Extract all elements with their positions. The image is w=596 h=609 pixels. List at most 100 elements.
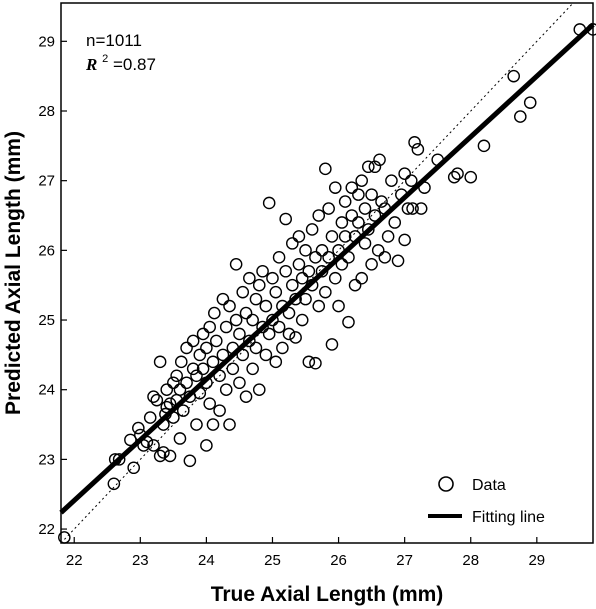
- data-point: [210, 334, 223, 348]
- data-point: [153, 449, 167, 463]
- data-point: [186, 362, 200, 376]
- data-point: [292, 230, 306, 243]
- legend-label-fit: Fitting line: [472, 509, 545, 526]
- x-tick-label: 28: [462, 552, 479, 569]
- data-point: [368, 209, 382, 222]
- data-point: [124, 433, 137, 447]
- data-point: [335, 216, 349, 229]
- data-point: [226, 362, 240, 376]
- data-point: [305, 223, 319, 236]
- y-tick-label: 26: [38, 242, 55, 259]
- legend-label-data: Data: [472, 477, 506, 494]
- data-point: [381, 230, 395, 243]
- fitting-line-path: [59, 22, 595, 515]
- data-point: [325, 338, 339, 351]
- data-point: [269, 355, 283, 369]
- data-point: [132, 421, 145, 435]
- data-point: [388, 216, 402, 229]
- data-point: [322, 202, 335, 215]
- data-point: [229, 313, 243, 327]
- data-point: [345, 181, 359, 194]
- data-point: [272, 251, 286, 264]
- data-point: [398, 233, 411, 247]
- data-point: [338, 230, 352, 243]
- data-point: [170, 369, 183, 383]
- legend-marker-data: [438, 476, 454, 492]
- data-point: [163, 449, 177, 463]
- y-tick-label: 28: [38, 103, 55, 120]
- data-point: [352, 216, 365, 229]
- n-annotation: n=1011: [86, 31, 142, 50]
- data-point: [143, 411, 157, 424]
- data-point: [507, 69, 520, 83]
- y-axis-ticks: 22 23 24 25 26 27 28 29: [38, 33, 67, 538]
- data-point: [112, 453, 126, 466]
- data-point: [190, 418, 203, 431]
- data-point: [371, 244, 385, 257]
- data-point: [279, 264, 292, 278]
- x-tick-label: 24: [198, 552, 215, 569]
- legend: Data Fitting line: [428, 476, 545, 526]
- data-point: [233, 376, 246, 390]
- data-point: [203, 320, 216, 334]
- data-point: [160, 383, 174, 397]
- r2-annotation: R 2 =0.87: [85, 47, 156, 74]
- data-point: [249, 341, 263, 355]
- data-point: [216, 348, 230, 362]
- data-point: [286, 278, 299, 292]
- data-point: [183, 454, 197, 468]
- data-point: [269, 285, 283, 299]
- data-point: [173, 432, 187, 445]
- data-points: [58, 23, 596, 544]
- data-point: [319, 285, 332, 299]
- data-point: [107, 477, 121, 491]
- x-tick-label: 26: [330, 552, 347, 569]
- data-point: [279, 212, 292, 226]
- data-point: [451, 167, 464, 181]
- data-point: [292, 257, 306, 271]
- data-point: [180, 376, 193, 390]
- data-point: [322, 251, 335, 264]
- data-point: [368, 160, 382, 174]
- data-point: [173, 383, 187, 397]
- data-point: [523, 96, 537, 109]
- data-point: [358, 202, 372, 215]
- data-point: [259, 299, 273, 313]
- data-point: [262, 327, 276, 341]
- x-tick-label: 29: [528, 552, 545, 569]
- data-point: [362, 223, 375, 236]
- r2-symbol: R: [85, 55, 97, 74]
- plot-frame: [60, 2, 594, 544]
- data-point: [266, 313, 279, 327]
- data-point: [373, 153, 386, 167]
- data-point: [328, 271, 342, 285]
- data-point: [150, 393, 164, 407]
- data-point: [477, 139, 491, 153]
- data-point: [282, 306, 296, 320]
- data-point: [406, 202, 419, 215]
- data-point: [252, 278, 266, 292]
- data-point: [365, 188, 378, 201]
- data-point: [249, 292, 263, 306]
- data-point: [243, 271, 256, 285]
- data-point: [147, 390, 160, 403]
- data-point: [365, 257, 378, 271]
- x-tick-label: 25: [264, 552, 281, 569]
- data-point: [338, 195, 352, 208]
- data-point: [272, 320, 286, 334]
- data-point: [378, 251, 392, 264]
- data-point: [223, 418, 236, 431]
- data-point: [203, 397, 216, 410]
- data-point: [193, 348, 207, 362]
- data-point: [259, 348, 273, 362]
- data-point: [315, 244, 329, 257]
- data-point: [408, 136, 421, 149]
- data-point: [276, 341, 289, 355]
- x-tick-label: 23: [132, 552, 149, 569]
- data-point: [411, 143, 425, 156]
- data-point: [176, 404, 190, 417]
- data-point: [239, 390, 253, 403]
- data-point: [246, 313, 259, 327]
- y-tick-label: 23: [38, 451, 55, 468]
- data-point: [295, 271, 309, 285]
